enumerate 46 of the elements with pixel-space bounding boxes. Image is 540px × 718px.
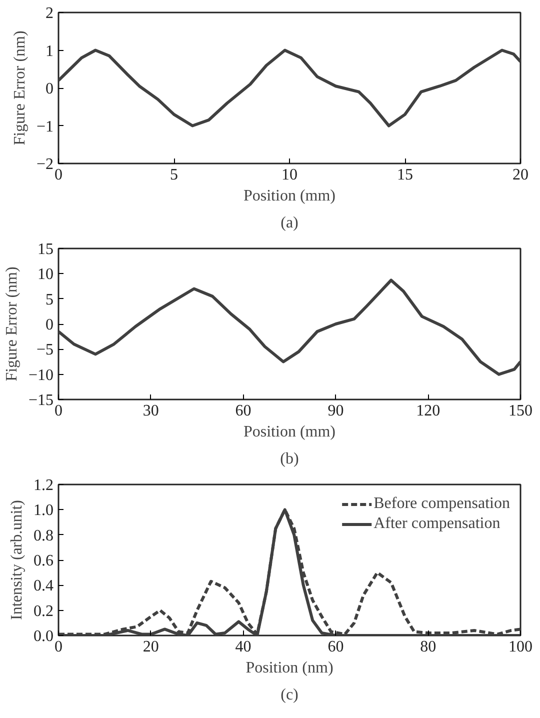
line-series <box>58 278 520 376</box>
line-series <box>58 48 520 128</box>
y-tick-label: 0.8 <box>34 527 54 544</box>
x-axis-title: Position (mm) <box>243 188 336 204</box>
y-tick-label: 1.2 <box>34 477 54 494</box>
x-tick-label: 90 <box>328 402 344 420</box>
y-tick-label: 0.2 <box>34 602 54 620</box>
y-tick-label: −10 <box>28 366 54 384</box>
y-tick-label: 1 <box>46 42 54 60</box>
y-tick-label: −5 <box>36 342 54 359</box>
y-tick-label: −15 <box>28 392 54 409</box>
x-tick-label: 80 <box>420 638 436 656</box>
y-axis-title: Intensity (arb.unit) <box>8 500 26 620</box>
legend-label: Before compensation <box>374 495 510 513</box>
y-tick-label: 15 <box>38 241 54 258</box>
y-tick-label: 0.6 <box>34 552 54 570</box>
y-tick-label: 0 <box>46 316 54 334</box>
y-tick-label: −1 <box>36 118 54 136</box>
x-tick-label: 20 <box>512 166 528 184</box>
x-axis-title: Position (mm) <box>243 424 336 440</box>
y-tick-label: 2 <box>46 5 54 22</box>
y-tick-label: 1.0 <box>34 502 54 520</box>
x-tick-label: 100 <box>508 638 532 656</box>
y-axis-title: Figure Error (nm) <box>11 30 28 146</box>
x-tick-label: 60 <box>235 402 252 420</box>
y-tick-label: −2 <box>36 156 54 173</box>
y-axis-title: Figure Error (nm) <box>3 266 20 382</box>
text: (c) <box>280 686 298 704</box>
x-tick-label: 150 <box>508 402 532 420</box>
x-tick-label: 120 <box>416 402 440 420</box>
text: (b) <box>280 450 299 468</box>
y-tick-label: 10 <box>38 266 54 284</box>
y-tick-label: 0.4 <box>34 578 54 595</box>
text: (a) <box>280 214 298 232</box>
x-tick-label: 5 <box>170 166 178 184</box>
y-tick-label: 0 <box>46 80 54 98</box>
x-tick-label: 20 <box>142 638 159 656</box>
y-tick-label: 0.0 <box>34 628 54 645</box>
x-tick-label: 15 <box>397 166 413 184</box>
x-axis-title: Position (nm) <box>246 660 334 676</box>
y-tick-label: 5 <box>46 291 54 308</box>
x-tick-label: 60 <box>328 638 344 656</box>
x-tick-label: 10 <box>282 166 298 184</box>
x-tick-label: 40 <box>235 638 252 656</box>
legend-label: After compensation <box>374 515 500 533</box>
x-tick-label: 30 <box>142 402 159 420</box>
